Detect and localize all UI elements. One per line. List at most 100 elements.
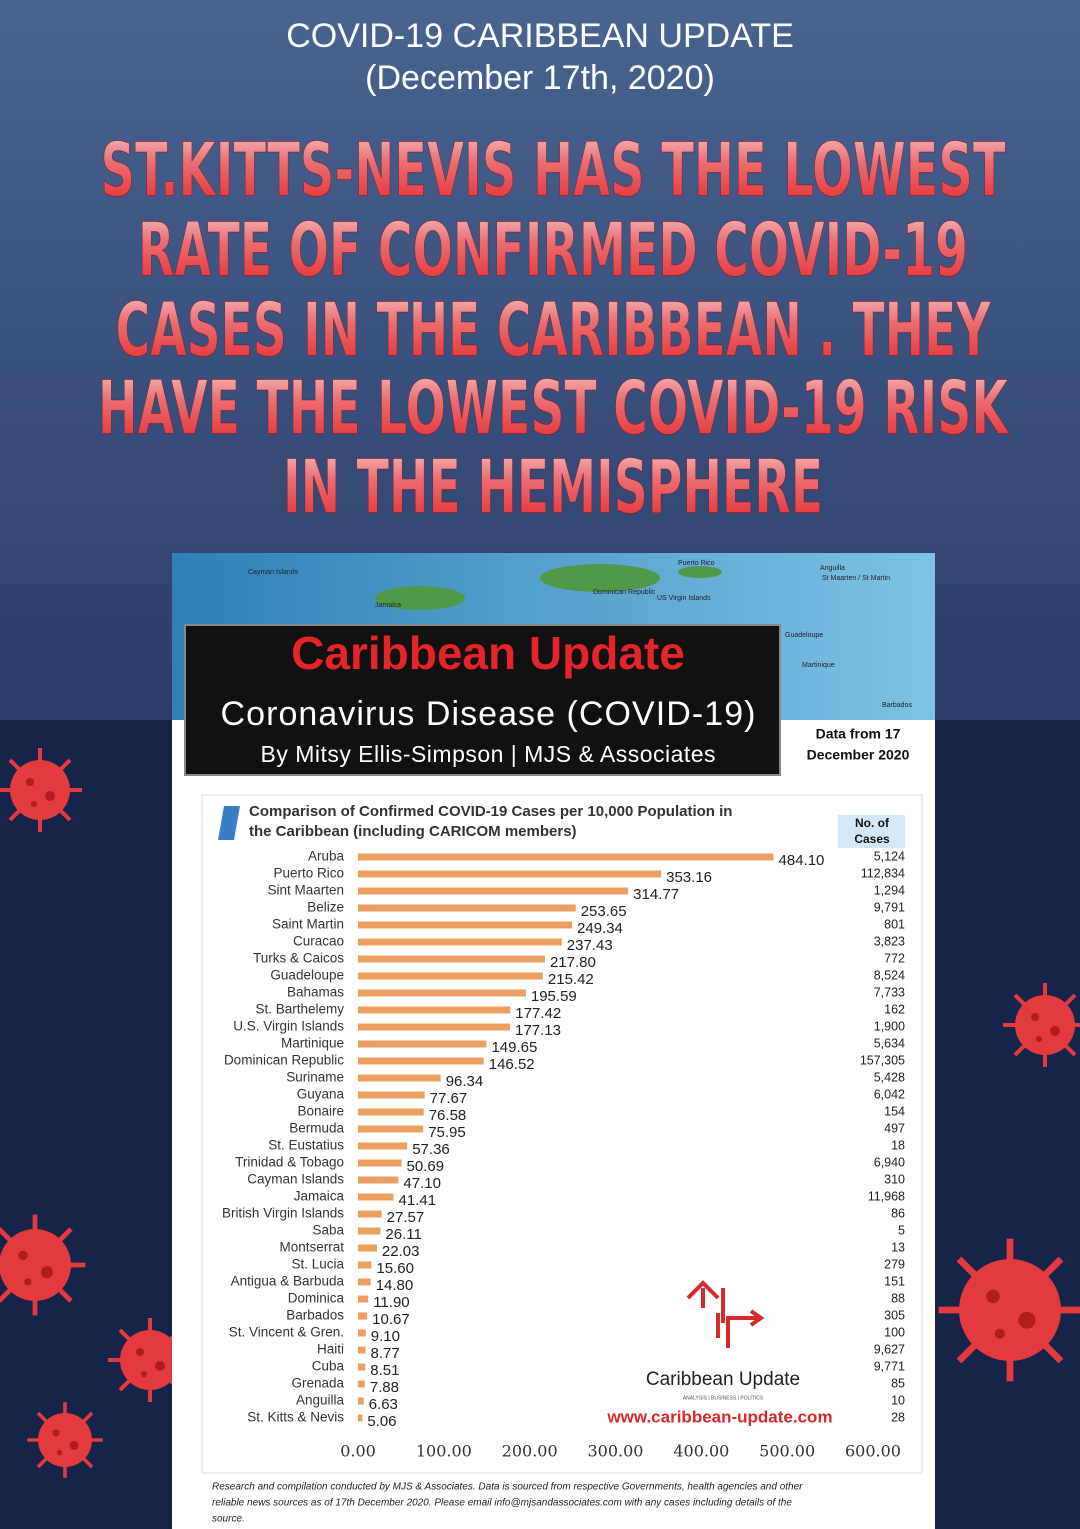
bar	[358, 1091, 425, 1099]
cases-header-box	[838, 815, 905, 848]
bar	[358, 870, 662, 878]
value-label: 177.13	[515, 1022, 561, 1039]
headline-line: RATE OF CONFIRMED COVID-19	[138, 208, 968, 294]
cases: 86	[891, 1206, 905, 1220]
category-label: Anguilla	[296, 1393, 345, 1408]
category-label: Saba	[312, 1223, 344, 1238]
category-label: Martinique	[281, 1036, 344, 1051]
category-label: Guadeloupe	[270, 968, 344, 983]
bar	[358, 1363, 366, 1371]
bar	[358, 955, 545, 963]
cases: 28	[891, 1410, 905, 1424]
map-label: Guadeloupe	[785, 632, 823, 639]
category-label: Montserrat	[279, 1240, 344, 1255]
cases: 310	[884, 1172, 905, 1186]
x-tick-label: 300.00	[588, 1442, 644, 1461]
chart-frame	[201, 794, 923, 1474]
category-label: Sint Maarten	[267, 883, 344, 898]
bar	[358, 1159, 402, 1167]
cases-header: Cases	[854, 832, 890, 846]
x-tick-label: 200.00	[502, 1442, 558, 1461]
cases: 10	[891, 1393, 905, 1407]
bar	[358, 1295, 369, 1303]
value-label: 57.36	[412, 1141, 450, 1158]
bar	[358, 887, 629, 895]
cases: 279	[884, 1257, 905, 1271]
bar	[358, 853, 774, 861]
cases: 801	[884, 917, 905, 931]
banner-byline: By Mitsy Ellis-Simpson | MJS & Associate…	[261, 741, 716, 767]
value-label: 314.77	[633, 886, 679, 903]
cases-header: No. of	[855, 816, 890, 830]
category-label: Barbados	[286, 1308, 344, 1323]
header-title: COVID-19 CARIBBEAN UPDATE	[286, 17, 794, 55]
cases: 154	[884, 1104, 905, 1118]
category-label: St. Kitts & Nevis	[247, 1410, 344, 1425]
value-label: 11.90	[373, 1294, 409, 1311]
map-label: Barbados	[882, 702, 912, 709]
x-tick-label: 0.00	[340, 1442, 376, 1461]
cases: 9,791	[874, 900, 905, 914]
cases: 772	[884, 951, 905, 965]
value-label: 5.06	[367, 1413, 396, 1430]
cases: 5	[898, 1223, 905, 1237]
category-label: Belize	[307, 900, 344, 915]
island	[678, 566, 722, 578]
cases: 157,305	[860, 1053, 905, 1067]
value-label: 146.52	[489, 1056, 535, 1073]
bar	[358, 1125, 424, 1133]
logo-mark	[686, 1280, 765, 1348]
x-tick-label: 500.00	[759, 1442, 815, 1461]
bar	[358, 904, 576, 912]
value-label: 8.51	[370, 1362, 399, 1379]
cases: 497	[884, 1121, 905, 1135]
value-label: 149.65	[491, 1039, 537, 1056]
value-label: 96.34	[446, 1073, 484, 1090]
map-label: Dominican Republic	[593, 589, 656, 596]
value-label: 14.80	[376, 1277, 414, 1294]
logo-url: www.caribbean-update.com	[606, 1407, 832, 1426]
map-label: St Maarten / St Martin	[822, 575, 890, 582]
map-label: Anguilla	[820, 565, 845, 572]
category-label: Dominican Republic	[224, 1053, 344, 1068]
logo-name: Caribbean Update	[646, 1369, 800, 1390]
headline-line: IN THE HEMISPHERE	[283, 445, 823, 531]
category-label: Aruba	[308, 849, 345, 864]
cases: 18	[891, 1138, 905, 1152]
banner-title: Caribbean Update	[291, 627, 685, 679]
bar	[358, 1057, 484, 1065]
category-label: Cuba	[312, 1359, 345, 1374]
headline-line: CASES IN THE CARIBBEAN . THEY	[116, 288, 992, 374]
bar	[358, 1023, 511, 1031]
value-label: 249.34	[577, 920, 623, 937]
category-label: St. Lucia	[291, 1257, 344, 1272]
cases: 162	[884, 1002, 905, 1016]
value-label: 27.57	[387, 1209, 425, 1226]
footer: reliable news sources as of 17th Decembe…	[212, 1498, 792, 1509]
cases: 1,294	[874, 883, 905, 897]
value-label: 7.88	[370, 1379, 399, 1396]
bar	[358, 1006, 511, 1014]
cases: 6,042	[874, 1087, 905, 1101]
data-date: Data from 17	[816, 726, 901, 742]
bar	[358, 1210, 382, 1218]
cases: 13	[891, 1240, 905, 1254]
map-label: Cayman Islands	[248, 569, 299, 576]
value-label: 353.16	[666, 869, 712, 886]
category-label: Puerto Rico	[273, 866, 344, 881]
banner	[184, 624, 781, 776]
bar	[358, 1244, 377, 1252]
cases: 8,524	[874, 968, 905, 982]
value-label: 15.60	[376, 1260, 414, 1277]
chart-title: Comparison of Confirmed COVID-19 Cases p…	[249, 803, 732, 820]
bar	[358, 1414, 363, 1422]
cases: 305	[884, 1308, 905, 1322]
bar	[358, 1380, 365, 1388]
island	[375, 586, 465, 610]
headline-line: ST.KITTS-NEVIS HAS THE LOWEST	[101, 128, 1006, 214]
map-label: US Virgin Islands	[657, 595, 711, 602]
virus	[25, 1400, 105, 1480]
category-label: Trinidad & Tobago	[235, 1155, 344, 1170]
value-label: 26.11	[385, 1226, 421, 1243]
